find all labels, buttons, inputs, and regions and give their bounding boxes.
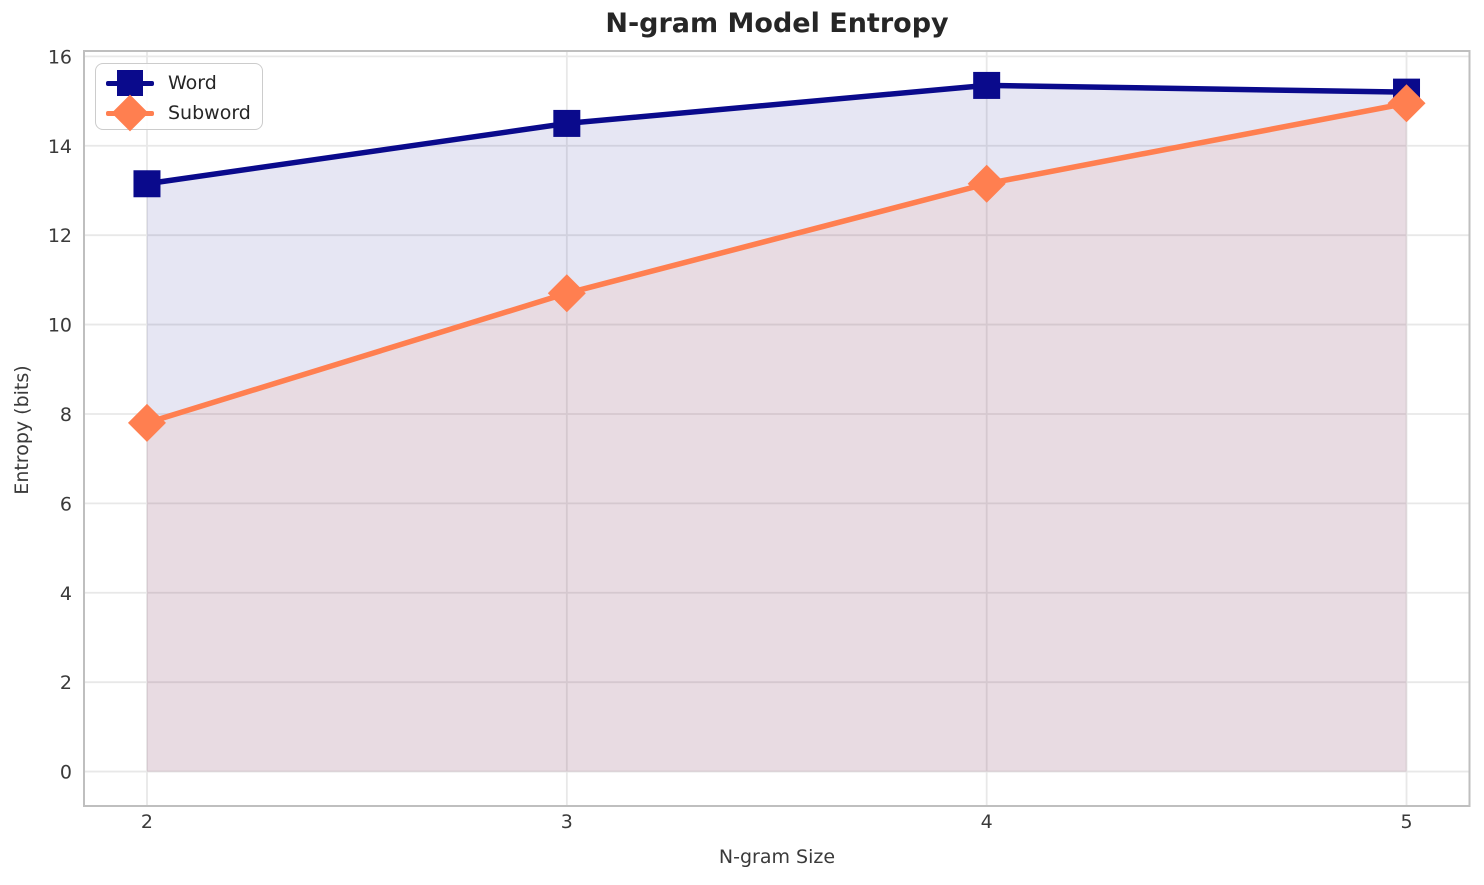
marker-diamond-subword	[967, 164, 1006, 203]
legend-marker-diamond-icon	[102, 94, 158, 132]
legend: Word Subword	[95, 63, 263, 132]
series-line-word	[144, 82, 1410, 187]
diamond-swatch-icon	[111, 94, 149, 132]
legend-row-word: Word	[96, 68, 262, 98]
marker-diamond-subword	[1387, 84, 1426, 123]
marker-square-word	[133, 170, 161, 198]
x-tick-label: 3	[561, 811, 573, 833]
series-line-subword	[144, 100, 1410, 426]
y-axis-label: Entropy (bits)	[11, 365, 33, 495]
square-swatch-icon	[117, 70, 143, 96]
y-tick-label: 12	[48, 225, 72, 247]
y-tick-label: 0	[60, 762, 72, 784]
y-tick-label: 8	[60, 404, 72, 426]
x-axis-label: N-gram Size	[718, 846, 836, 868]
y-tick-label: 14	[48, 136, 72, 158]
x-tick-label: 4	[981, 811, 993, 833]
y-tick-label: 2	[60, 672, 72, 694]
legend-marker-square-icon	[102, 68, 158, 98]
x-tick-label: 2	[141, 811, 153, 833]
y-tick-label: 10	[48, 315, 72, 337]
legend-row-subword: Subword	[96, 94, 262, 132]
y-tick-label: 4	[60, 583, 72, 605]
area-fill-word	[146, 85, 1407, 772]
legend-label: Word	[168, 72, 217, 94]
marker-square-word	[553, 109, 581, 137]
legend-label: Subword	[168, 102, 251, 124]
marker-diamond-subword	[547, 274, 586, 313]
y-tick-label: 16	[48, 46, 72, 68]
x-tick-label: 5	[1400, 811, 1412, 833]
marker-square-word	[973, 71, 1001, 99]
y-tick-label: 6	[60, 493, 72, 515]
marker-diamond-subword	[127, 403, 166, 442]
plot-border	[83, 50, 1471, 807]
area-fill-subword	[146, 103, 1407, 772]
chart-title: N-gram Model Entropy	[605, 8, 949, 39]
